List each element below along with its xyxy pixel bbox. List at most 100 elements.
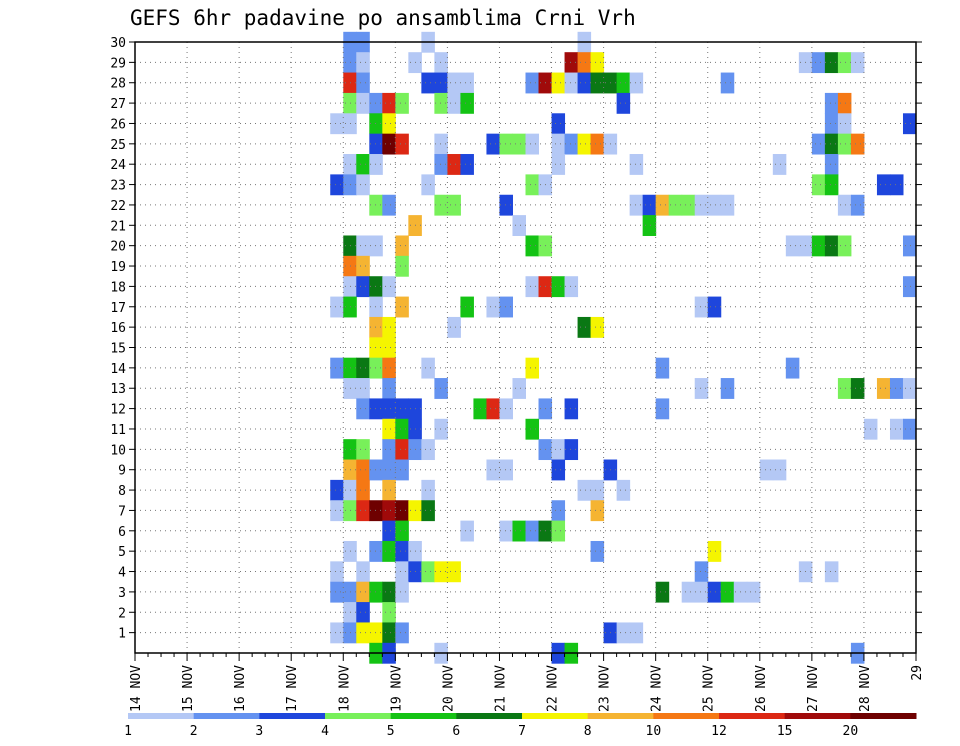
precip-cell — [590, 133, 605, 155]
precip-cell — [720, 378, 735, 399]
precip-cell — [876, 378, 891, 399]
precip-cell — [616, 72, 631, 94]
x-tick-label: 26 NOV — [754, 665, 769, 712]
y-tick-label: 3 — [118, 586, 126, 601]
precip-cell — [395, 439, 409, 461]
grid-layer — [135, 42, 916, 653]
precip-cell — [395, 520, 409, 542]
x-tick-label: 18 NOV — [337, 665, 352, 712]
precip-cell — [421, 561, 435, 583]
precip-cell — [382, 459, 396, 481]
precip-cell — [460, 154, 474, 175]
legend-tick-label: 10 — [646, 724, 662, 739]
x-tick-label: 29 — [910, 665, 925, 681]
precip-cell — [590, 540, 605, 562]
precip-cell — [902, 113, 917, 135]
precip-cell — [512, 215, 526, 236]
precip-cell — [382, 194, 396, 216]
x-tick-label: 21 NOV — [494, 665, 509, 712]
precip-cell — [382, 479, 396, 501]
precip-cell — [512, 133, 526, 155]
legend-swatch — [653, 713, 720, 719]
x-tick-label: 28 NOV — [858, 665, 873, 712]
precip-cell — [889, 174, 904, 196]
precip-cell — [525, 276, 540, 298]
y-tick-label: 14 — [110, 362, 126, 377]
precip-cell — [551, 133, 566, 155]
precip-cell — [356, 72, 370, 94]
precip-cell — [811, 133, 826, 155]
precip-cell — [434, 154, 448, 175]
precip-cell — [434, 133, 448, 155]
precip-cell — [551, 500, 566, 522]
legend-tick-label: 6 — [452, 724, 460, 739]
precip-cell — [707, 540, 722, 562]
precip-cell — [356, 622, 370, 644]
precip-cell — [434, 194, 448, 216]
precip-cell — [889, 418, 904, 440]
precip-cell — [421, 439, 435, 461]
x-tick-label: 16 NOV — [233, 665, 248, 712]
precip-cell — [395, 133, 409, 155]
y-tick-label: 6 — [118, 525, 126, 540]
precip-cell — [447, 92, 461, 114]
precip-cell — [655, 194, 670, 216]
precip-cell — [447, 194, 461, 216]
y-tick-label: 9 — [118, 464, 126, 479]
precip-cell — [356, 255, 370, 277]
precip-cell — [772, 459, 787, 481]
precip-cell — [369, 316, 383, 338]
precip-cell — [577, 316, 592, 338]
precip-cell — [356, 439, 370, 461]
precip-cell — [707, 581, 722, 603]
precip-cell — [577, 479, 592, 501]
precip-cell — [369, 92, 383, 114]
precip-cell — [837, 92, 852, 114]
legend-swatch — [522, 713, 589, 719]
precip-cell — [824, 92, 839, 114]
x-tick-label: 23 NOV — [598, 665, 613, 712]
precip-cell — [395, 255, 409, 277]
precip-cell — [824, 133, 839, 155]
precip-cell — [499, 194, 513, 216]
precip-cell — [421, 174, 435, 196]
legend-tick-label: 15 — [777, 724, 793, 739]
precip-cell — [382, 439, 396, 461]
precip-cell — [330, 357, 344, 379]
legend-tick-label: 2 — [190, 724, 198, 739]
precip-cell — [824, 174, 839, 196]
precip-cell — [837, 378, 852, 399]
precip-cell — [525, 235, 540, 257]
precip-cell — [356, 235, 370, 257]
precip-cell — [382, 316, 396, 338]
precip-cell — [746, 581, 761, 603]
precip-cell — [525, 357, 540, 379]
y-tick-label: 17 — [110, 301, 126, 316]
precip-cell — [551, 276, 566, 298]
precip-cell — [369, 357, 383, 379]
precip-cell — [460, 72, 474, 94]
legend-tick-label: 5 — [387, 724, 395, 739]
precip-cell — [356, 378, 370, 399]
precip-cell — [850, 52, 865, 74]
precip-cell — [616, 479, 631, 501]
precip-cell — [512, 520, 526, 542]
precip-cell — [902, 418, 917, 440]
legend-tick-label: 8 — [584, 724, 592, 739]
color-legend: 1 2 3 4 5 6 7 8 10 12 15 20 — [124, 713, 917, 739]
precip-cell — [902, 378, 917, 399]
precip-cell — [395, 398, 409, 420]
precip-cell — [460, 520, 474, 542]
precip-cell — [382, 540, 396, 562]
precip-cell — [590, 72, 605, 94]
y-tick-label: 10 — [110, 443, 126, 458]
precip-cell — [837, 133, 852, 155]
precip-cell — [564, 276, 579, 298]
x-tick-label: 24 NOV — [650, 665, 665, 712]
precip-cell — [811, 52, 826, 74]
precip-cell — [395, 581, 409, 603]
precip-cell — [382, 92, 396, 114]
precip-cell — [434, 561, 448, 583]
precip-cell — [330, 561, 344, 583]
